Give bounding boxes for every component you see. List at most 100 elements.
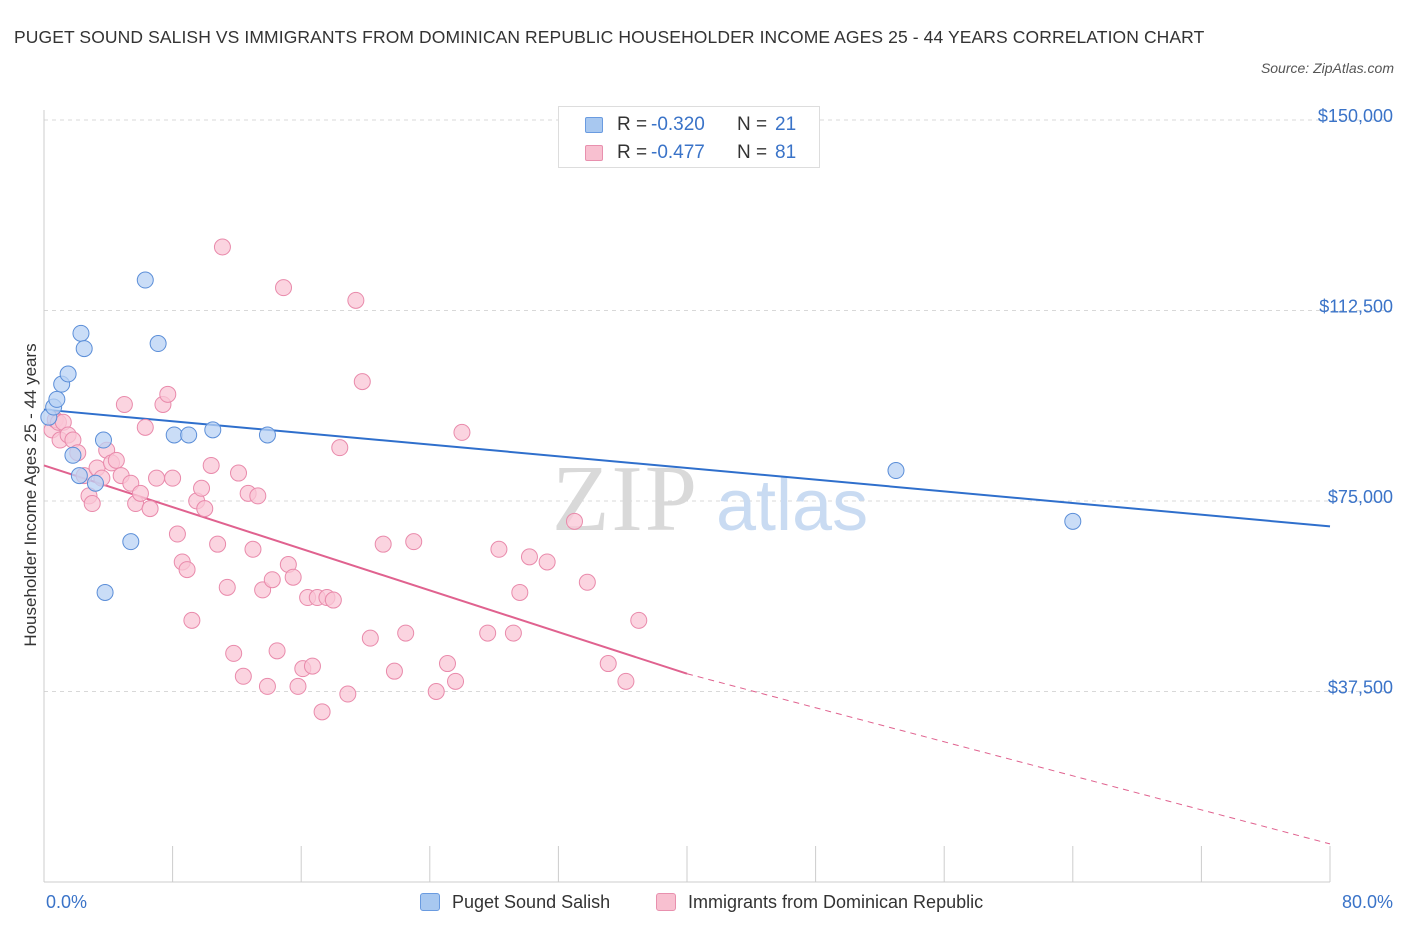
legend-swatch-pink (585, 145, 603, 161)
dominican-point (193, 479, 211, 497)
x-tick-labels: 0.0% 80.0% (46, 892, 1393, 912)
dominican-trend-extension (686, 673, 1331, 845)
series-swatch-pink (656, 893, 676, 911)
legend-n-label: N = (737, 142, 768, 163)
dominican-point (159, 385, 177, 403)
y-tick-label: $75,000 (1328, 487, 1393, 507)
x-tick-label: 0.0% (46, 892, 87, 912)
salish-point (72, 324, 90, 342)
series-name-dominican: Immigrants from Dominican Republic (688, 892, 984, 912)
salish-point (86, 474, 104, 492)
dominican-point (141, 500, 159, 518)
salish-point (149, 335, 167, 353)
dominican-point (490, 540, 508, 558)
dominican-point (447, 672, 465, 690)
dominican-point (438, 655, 456, 673)
data-points (40, 238, 1082, 721)
dominican-point (324, 591, 342, 609)
legend-n-value: 81 (775, 142, 797, 163)
y-tick-labels: $37,500 $75,000 $112,500 $150,000 (1318, 106, 1393, 698)
source-label: Source: ZipAtlas.com (1260, 60, 1394, 76)
dominican-point (136, 418, 154, 436)
dominican-point (178, 561, 196, 579)
series-name-salish: Puget Sound Salish (452, 892, 611, 912)
dominican-point (303, 657, 321, 675)
salish-point (94, 431, 112, 449)
dominican-point (374, 535, 392, 553)
dominican-point (617, 672, 635, 690)
x-tick-label: 80.0% (1342, 892, 1393, 912)
dominican-point (202, 456, 220, 474)
salish-point (75, 340, 93, 358)
dominican-point (230, 464, 248, 482)
dominican-point (275, 279, 293, 297)
dominican-point (504, 624, 522, 642)
salish-point (887, 462, 905, 480)
watermark-zip: ZIP (552, 447, 699, 551)
legend-n-value: 21 (775, 114, 797, 135)
dominican-point (479, 624, 497, 642)
y-tick-label: $150,000 (1318, 106, 1393, 126)
dominican-point (353, 373, 371, 391)
dominican-point (213, 238, 231, 256)
salish-point (258, 426, 276, 444)
watermark-atlas: atlas (716, 466, 868, 546)
dominican-trend-line (43, 464, 688, 675)
dominican-point (258, 677, 276, 695)
salish-point (204, 421, 222, 439)
series-swatch-blue (420, 893, 440, 911)
y-tick-label: $112,500 (1319, 297, 1393, 317)
dominican-point (599, 655, 617, 673)
dominican-point (511, 583, 529, 601)
correlation-legend: R = -0.320 N = 21 R = -0.477 N = 81 (558, 106, 820, 168)
dominican-point (520, 548, 538, 566)
dominican-point (268, 642, 286, 660)
trend-lines (43, 408, 1331, 845)
dominican-point (361, 629, 379, 647)
salish-point (180, 426, 198, 444)
salish-point (122, 533, 140, 551)
dominican-point (347, 291, 365, 309)
legend-n-label: N = (737, 114, 768, 135)
legend-r-value: -0.477 (651, 142, 705, 163)
dominican-point (397, 624, 415, 642)
salish-point (70, 467, 88, 485)
dominican-point (83, 495, 101, 513)
y-tick-label: $37,500 (1328, 678, 1393, 698)
dominican-point (630, 611, 648, 629)
dominican-point (427, 683, 445, 700)
dominican-point (453, 423, 471, 441)
dominican-point (225, 644, 243, 662)
dominican-point (234, 667, 252, 685)
legend-r-value: -0.320 (651, 114, 705, 135)
salish-point (165, 426, 183, 444)
dominican-point (313, 703, 331, 721)
dominican-point (196, 500, 214, 518)
dominican-point (263, 571, 281, 589)
dominican-point (164, 469, 182, 487)
dominican-point (249, 487, 267, 505)
dominican-point (148, 469, 166, 487)
watermark: ZIP atlas (552, 447, 868, 551)
dominican-point (385, 662, 403, 680)
dominican-point (115, 395, 133, 413)
dominican-point (131, 484, 149, 502)
dominican-point (168, 525, 186, 543)
dominican-point (339, 685, 357, 703)
legend-r-label: R = (617, 114, 648, 135)
salish-point (1064, 512, 1082, 530)
dominican-point (578, 573, 596, 591)
dominican-point (218, 578, 236, 596)
salish-trend-line (43, 408, 1331, 528)
dominican-point (284, 568, 302, 586)
dominican-point (331, 439, 349, 457)
grid-lines (44, 119, 1394, 692)
salish-point (48, 390, 66, 408)
dominican-point (244, 540, 262, 558)
salish-point (96, 583, 114, 601)
axes (43, 110, 1331, 883)
dominican-point (538, 553, 556, 571)
dominican-point (107, 451, 125, 469)
dominican-point (289, 677, 307, 695)
